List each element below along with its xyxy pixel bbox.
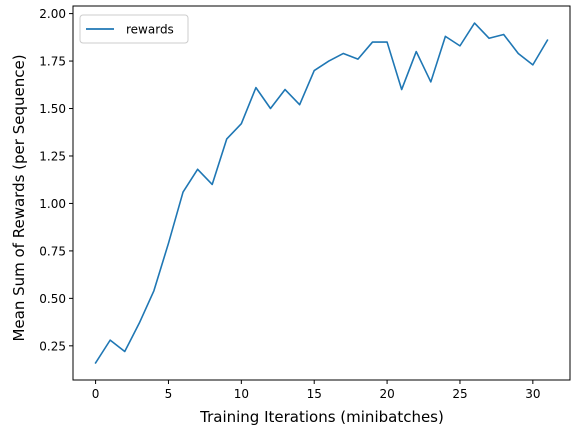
x-axis-ticks: 0 5 10 15 20 25 30	[92, 380, 540, 401]
plot-area	[94, 22, 549, 365]
legend-label-rewards: rewards	[126, 23, 174, 37]
y-tick-label: 0.75	[39, 244, 66, 258]
legend: rewards	[79, 14, 189, 44]
y-tick-label: 1.25	[39, 149, 66, 163]
axes-frame	[72, 5, 571, 381]
y-axis-ticks: 0.25 0.50 0.75 1.00 1.25 1.50 1.75 2.00	[39, 7, 73, 353]
y-tick-label: 2.00	[39, 7, 66, 21]
x-tick-label: 30	[525, 387, 540, 401]
y-axis-label: Mean Sum of Rewards (per Sequence)	[10, 54, 28, 341]
series-line-rewards	[94, 22, 549, 365]
legend-box	[79, 14, 189, 44]
x-axis-label: Training Iterations (minibatches)	[199, 408, 444, 426]
y-tick-label: 0.50	[39, 292, 66, 306]
x-tick-label: 15	[307, 387, 322, 401]
x-tick-label: 10	[234, 387, 249, 401]
y-tick-label: 0.25	[39, 339, 66, 353]
y-tick-label: 1.00	[39, 197, 66, 211]
x-tick-label: 20	[379, 387, 394, 401]
y-tick-label: 1.75	[39, 55, 66, 69]
x-tick-label: 5	[165, 387, 173, 401]
x-tick-label: 0	[92, 387, 100, 401]
x-tick-label: 25	[452, 387, 467, 401]
y-tick-label: 1.50	[39, 102, 66, 116]
